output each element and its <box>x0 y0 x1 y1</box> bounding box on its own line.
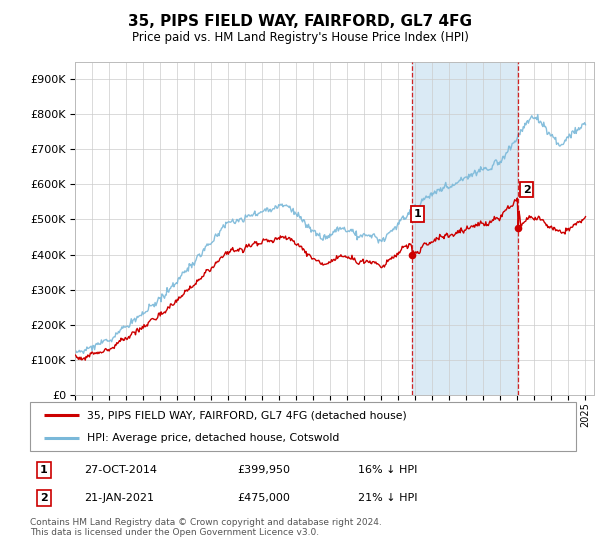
Text: 1: 1 <box>413 209 421 219</box>
Text: Contains HM Land Registry data © Crown copyright and database right 2024.
This d: Contains HM Land Registry data © Crown c… <box>30 518 382 538</box>
Text: £475,000: £475,000 <box>238 493 290 503</box>
Text: £399,950: £399,950 <box>238 465 290 475</box>
Bar <box>412 62 518 395</box>
Text: 21-JAN-2021: 21-JAN-2021 <box>85 493 155 503</box>
FancyBboxPatch shape <box>30 402 576 451</box>
Text: 35, PIPS FIELD WAY, FAIRFORD, GL7 4FG (detached house): 35, PIPS FIELD WAY, FAIRFORD, GL7 4FG (d… <box>88 410 407 421</box>
Text: 16% ↓ HPI: 16% ↓ HPI <box>358 465 417 475</box>
Text: 2: 2 <box>523 185 530 195</box>
Text: 1: 1 <box>40 465 47 475</box>
Text: 21% ↓ HPI: 21% ↓ HPI <box>358 493 417 503</box>
Text: 27-OCT-2014: 27-OCT-2014 <box>85 465 158 475</box>
Text: 35, PIPS FIELD WAY, FAIRFORD, GL7 4FG: 35, PIPS FIELD WAY, FAIRFORD, GL7 4FG <box>128 14 472 29</box>
Text: HPI: Average price, detached house, Cotswold: HPI: Average price, detached house, Cots… <box>88 433 340 444</box>
Text: 2: 2 <box>40 493 47 503</box>
Text: Price paid vs. HM Land Registry's House Price Index (HPI): Price paid vs. HM Land Registry's House … <box>131 31 469 44</box>
